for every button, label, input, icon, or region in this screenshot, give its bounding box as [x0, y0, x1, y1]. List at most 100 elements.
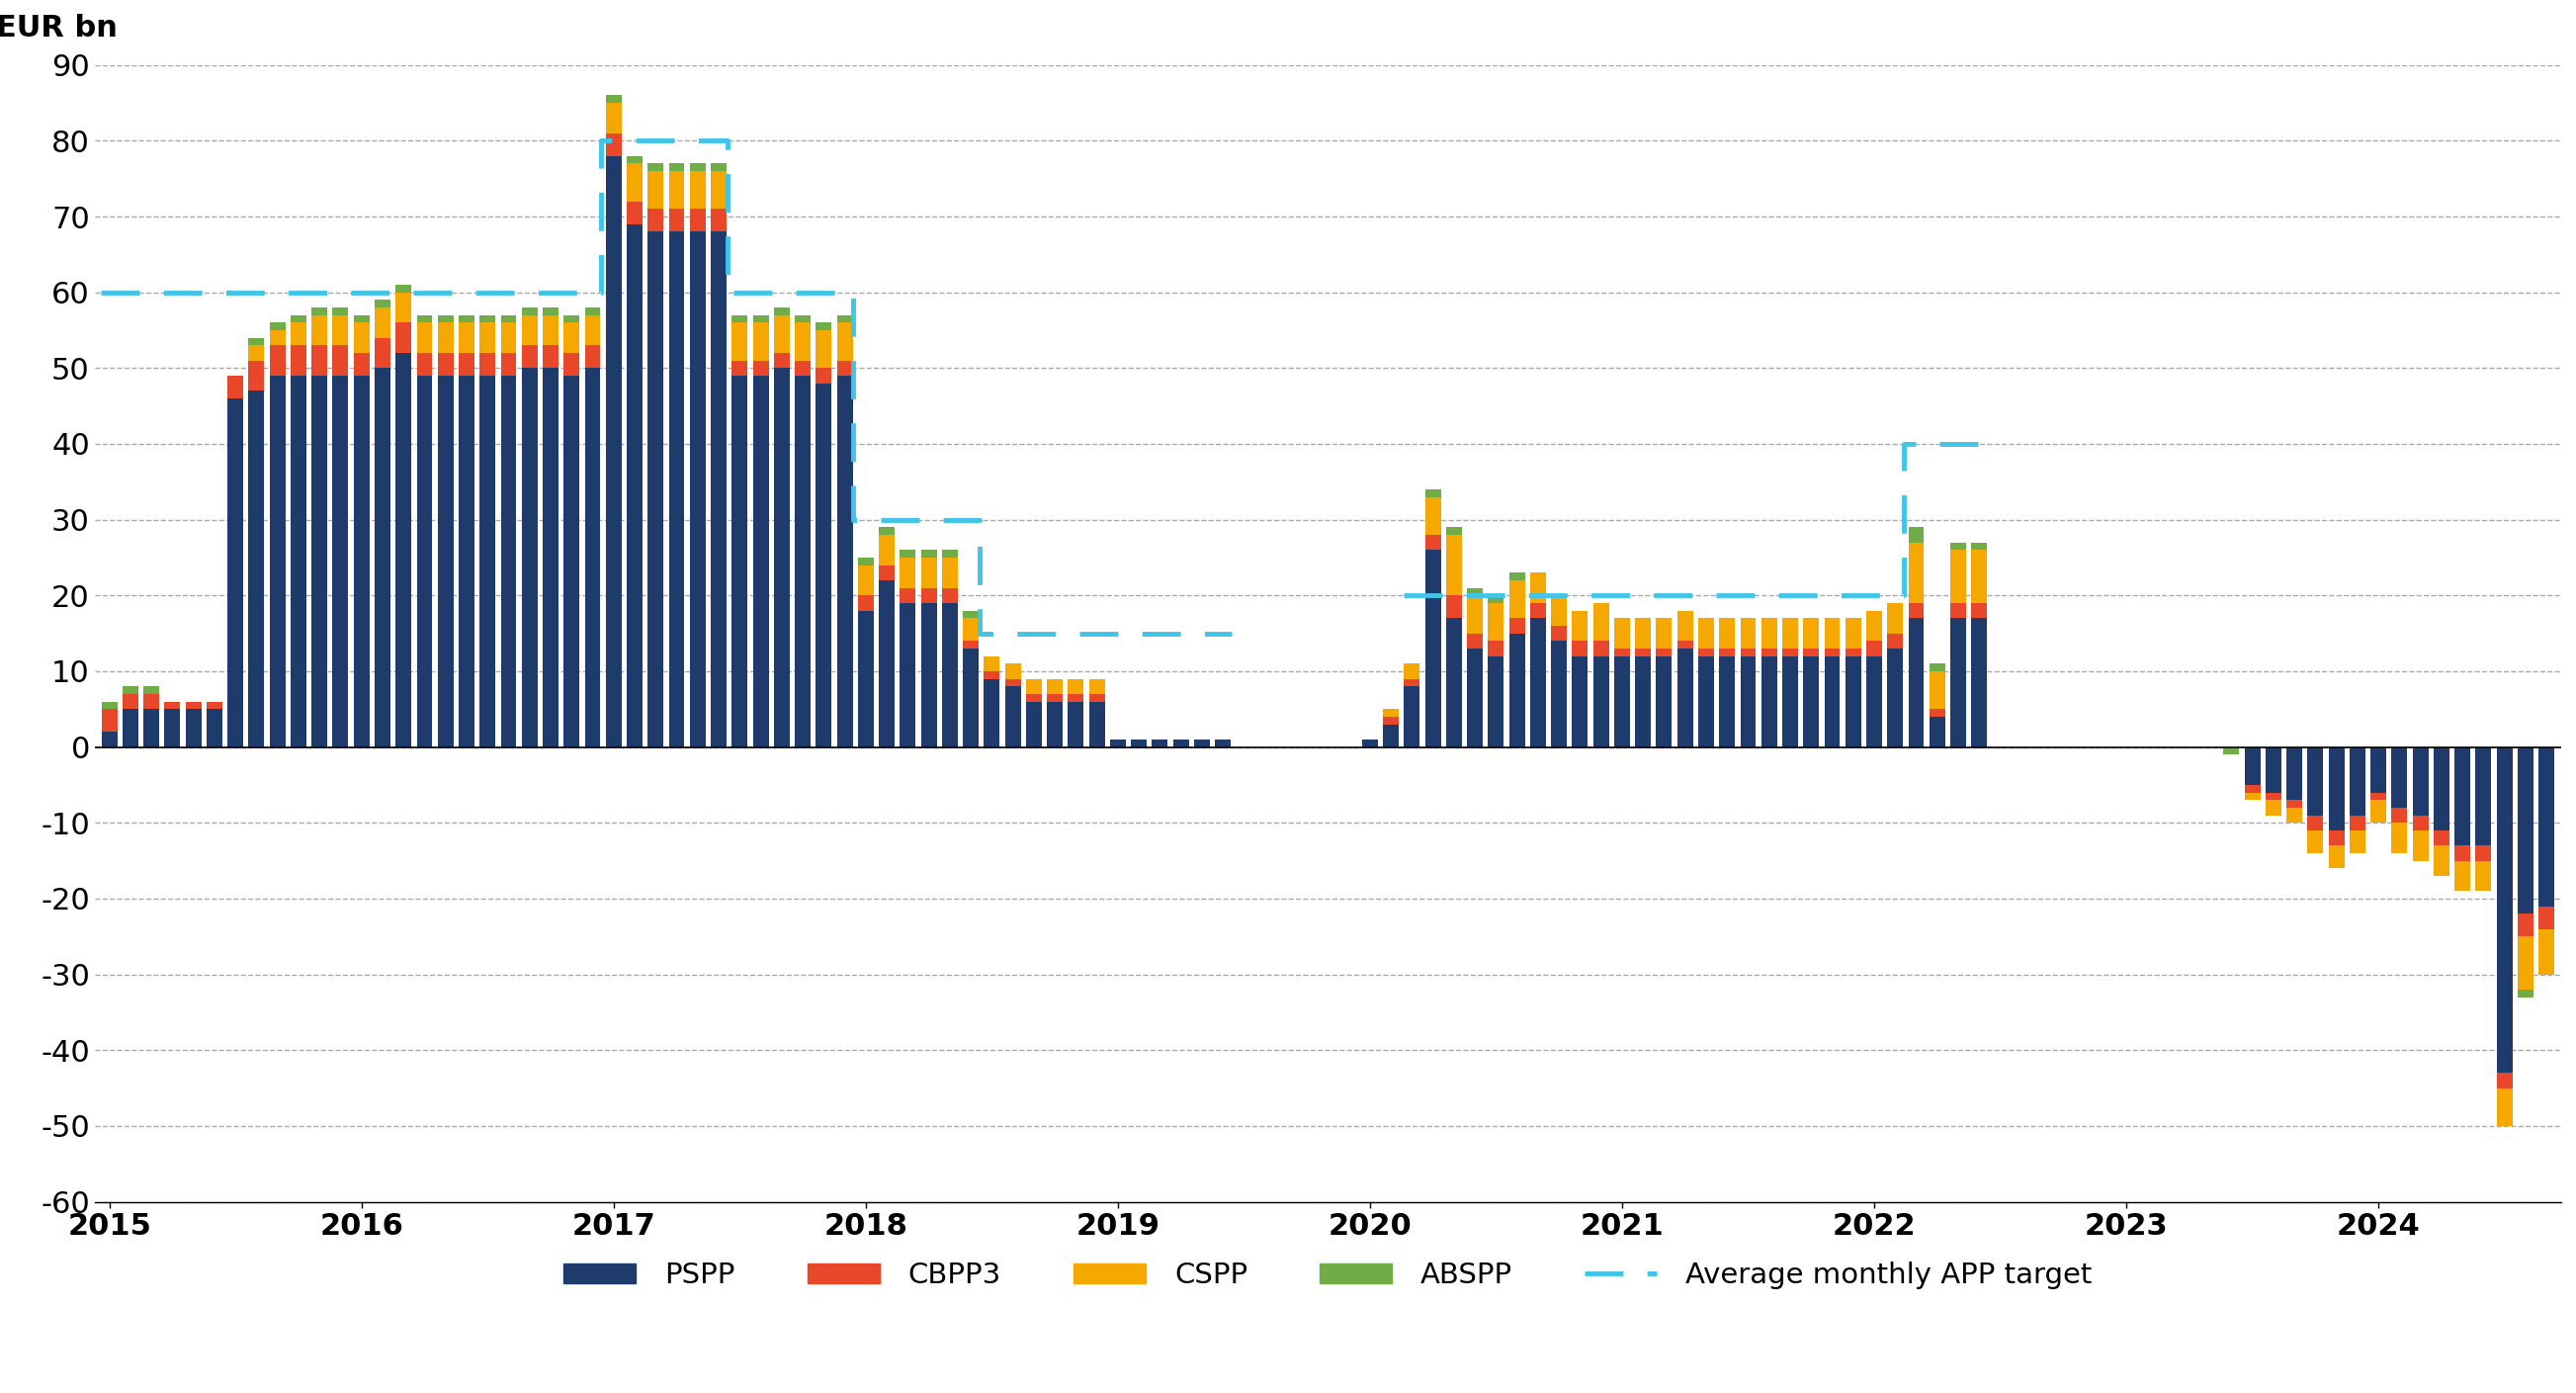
Bar — [417, 315, 433, 323]
Bar — [1888, 634, 1904, 649]
Bar — [1404, 663, 1419, 678]
Bar — [817, 330, 832, 368]
Bar — [523, 308, 538, 315]
Bar — [374, 299, 392, 308]
Bar — [647, 209, 665, 231]
Bar — [227, 376, 242, 398]
Bar — [1571, 656, 1587, 747]
Bar — [1741, 618, 1757, 649]
Bar — [711, 231, 726, 747]
Bar — [626, 224, 641, 747]
Bar — [2455, 747, 2470, 846]
Bar — [1950, 542, 1965, 550]
Bar — [2244, 747, 2259, 784]
Bar — [270, 323, 286, 330]
Bar — [312, 308, 327, 315]
Bar — [438, 352, 453, 376]
Bar — [564, 376, 580, 747]
Bar — [291, 376, 307, 747]
Bar — [752, 315, 768, 323]
Bar — [1950, 550, 1965, 603]
Bar — [1844, 656, 1860, 747]
Bar — [1783, 649, 1798, 656]
Bar — [711, 163, 726, 171]
Bar — [100, 702, 118, 709]
Bar — [1404, 687, 1419, 747]
Bar — [1445, 618, 1461, 747]
Bar — [1090, 678, 1105, 694]
Bar — [626, 156, 641, 163]
Bar — [1698, 656, 1713, 747]
Bar — [270, 345, 286, 376]
Bar — [1046, 694, 1064, 702]
Bar — [1698, 649, 1713, 656]
Bar — [773, 352, 791, 368]
Bar — [1468, 595, 1484, 634]
Bar — [165, 702, 180, 709]
Bar — [544, 315, 559, 345]
Bar — [1530, 618, 1546, 747]
Bar — [899, 557, 914, 588]
Bar — [500, 376, 515, 747]
Bar — [1025, 694, 1041, 702]
Bar — [1216, 740, 1231, 747]
Bar — [1069, 694, 1084, 702]
Text: EUR bn: EUR bn — [0, 14, 118, 42]
Bar — [1383, 724, 1399, 747]
Bar — [2264, 747, 2282, 793]
Bar — [858, 595, 873, 610]
Bar — [459, 376, 474, 747]
Bar — [124, 687, 139, 694]
Bar — [544, 308, 559, 315]
Bar — [124, 709, 139, 747]
Bar — [920, 603, 938, 747]
Bar — [2434, 747, 2450, 830]
Bar — [206, 709, 222, 747]
Bar — [1656, 656, 1672, 747]
Bar — [438, 376, 453, 747]
Bar — [1090, 702, 1105, 747]
Bar — [1025, 702, 1041, 747]
Bar — [1172, 740, 1188, 747]
Bar — [2496, 747, 2512, 1073]
Bar — [1971, 603, 1986, 618]
Bar — [185, 709, 201, 747]
Bar — [1551, 625, 1566, 641]
Bar — [417, 352, 433, 376]
Bar — [605, 103, 621, 134]
Bar — [185, 702, 201, 709]
Bar — [1929, 709, 1945, 717]
Bar — [858, 610, 873, 747]
Bar — [732, 315, 747, 323]
Bar — [1824, 618, 1839, 649]
Bar — [2244, 784, 2259, 793]
Bar — [1718, 649, 1736, 656]
Bar — [1783, 618, 1798, 649]
Bar — [2244, 793, 2259, 800]
Bar — [1530, 603, 1546, 618]
Bar — [2455, 846, 2470, 861]
Bar — [963, 641, 979, 649]
Bar — [1510, 634, 1525, 747]
Bar — [124, 694, 139, 709]
Bar — [1888, 649, 1904, 747]
Bar — [1950, 618, 1965, 747]
Bar — [1971, 542, 1986, 550]
Bar — [732, 361, 747, 376]
Bar — [1425, 535, 1440, 550]
Bar — [585, 315, 600, 345]
Bar — [1151, 740, 1167, 747]
Bar — [2370, 747, 2385, 793]
Bar — [963, 618, 979, 641]
Bar — [459, 323, 474, 352]
Bar — [1425, 489, 1440, 497]
Bar — [2287, 800, 2303, 808]
Bar — [144, 709, 160, 747]
Bar — [773, 308, 791, 315]
Bar — [732, 323, 747, 361]
Bar — [858, 566, 873, 595]
Bar — [943, 550, 958, 557]
Bar — [270, 376, 286, 747]
Bar — [1656, 618, 1672, 649]
Bar — [605, 134, 621, 156]
